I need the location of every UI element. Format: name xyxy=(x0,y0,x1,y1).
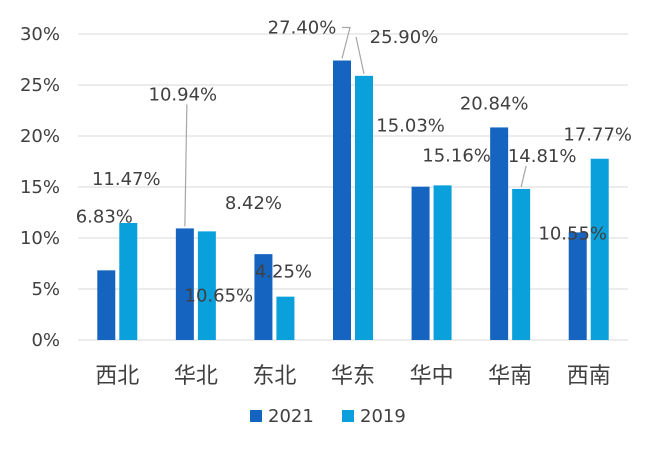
data-label-2021-华南: 20.84% xyxy=(460,93,529,114)
leader-line xyxy=(355,36,365,74)
y-tick-label: 15% xyxy=(20,177,60,198)
y-tick-label: 30% xyxy=(20,24,60,45)
data-labels: 6.83% 10.94% 8.42% 27.40% 15.03% 20.84% 10.55%… xyxy=(76,18,632,307)
bar-2021-华南 xyxy=(490,127,509,340)
legend-swatch-2019 xyxy=(342,410,354,422)
bar-2019-华南 xyxy=(512,188,531,340)
bar-2019-华中 xyxy=(433,185,452,340)
bar-2019-东北 xyxy=(276,296,295,340)
bar-2021-西北 xyxy=(97,270,116,340)
legend: 2021 2019 xyxy=(250,406,406,427)
y-tick-label: 25% xyxy=(20,75,60,96)
x-category-label: 西北 xyxy=(95,364,139,389)
leader-line xyxy=(341,26,351,59)
bar-2021-华东 xyxy=(333,60,351,341)
y-axis-ticks: 0% 5% 10% 15% 20% 25% 30% xyxy=(20,24,60,351)
data-label-2019-西北: 11.47% xyxy=(92,169,161,190)
x-category-label: 华中 xyxy=(410,364,454,389)
bar-2021-西南 xyxy=(568,232,587,340)
bar-2021-东北 xyxy=(254,254,273,340)
bars xyxy=(97,60,609,341)
data-label-2019-华北: 10.65% xyxy=(185,285,254,306)
data-label-2019-华南: 14.81% xyxy=(508,146,577,167)
bar-2019-西南 xyxy=(590,158,609,340)
y-tick-label: 20% xyxy=(20,126,60,147)
bar-2021-华北 xyxy=(175,228,194,340)
data-label-2021-东北: 8.42% xyxy=(225,193,282,214)
x-axis-categories: 西北 华北 东北 华东 华中 华南 西南 xyxy=(95,364,610,389)
legend-label: 2021 xyxy=(268,406,314,427)
data-label-2019-西南: 17.77% xyxy=(563,125,632,146)
data-label-2021-西南: 10.55% xyxy=(538,223,607,244)
data-label-2019-华中: 15.16% xyxy=(422,145,491,166)
y-tick-label: 5% xyxy=(31,279,60,300)
bar-2019-华东 xyxy=(355,75,373,340)
bar-2019-华北 xyxy=(197,231,216,340)
leader-line xyxy=(184,104,188,227)
bar-2021-华中 xyxy=(411,186,430,340)
y-tick-label: 0% xyxy=(31,330,60,351)
label-leader-lines xyxy=(184,26,527,227)
data-label-2021-华北: 10.94% xyxy=(149,84,218,105)
x-category-label: 东北 xyxy=(252,364,296,389)
legend-swatch-2021 xyxy=(250,410,262,422)
y-tick-label: 10% xyxy=(20,228,60,249)
x-category-label: 华北 xyxy=(174,364,218,389)
gridlines xyxy=(78,33,628,341)
leader-line xyxy=(520,165,527,188)
data-label-2021-西北: 6.83% xyxy=(76,206,133,227)
legend-label: 2019 xyxy=(360,406,406,427)
data-label-2021-华东: 27.40% xyxy=(268,18,337,39)
data-label-2019-华东: 25.90% xyxy=(370,27,439,48)
data-label-2019-东北: 4.25% xyxy=(255,262,312,283)
x-category-label: 华东 xyxy=(331,364,375,389)
bar-2019-西北 xyxy=(119,223,138,340)
x-category-label: 西南 xyxy=(567,364,611,389)
data-label-2021-华中: 15.03% xyxy=(376,116,445,137)
x-category-label: 华南 xyxy=(488,364,532,389)
